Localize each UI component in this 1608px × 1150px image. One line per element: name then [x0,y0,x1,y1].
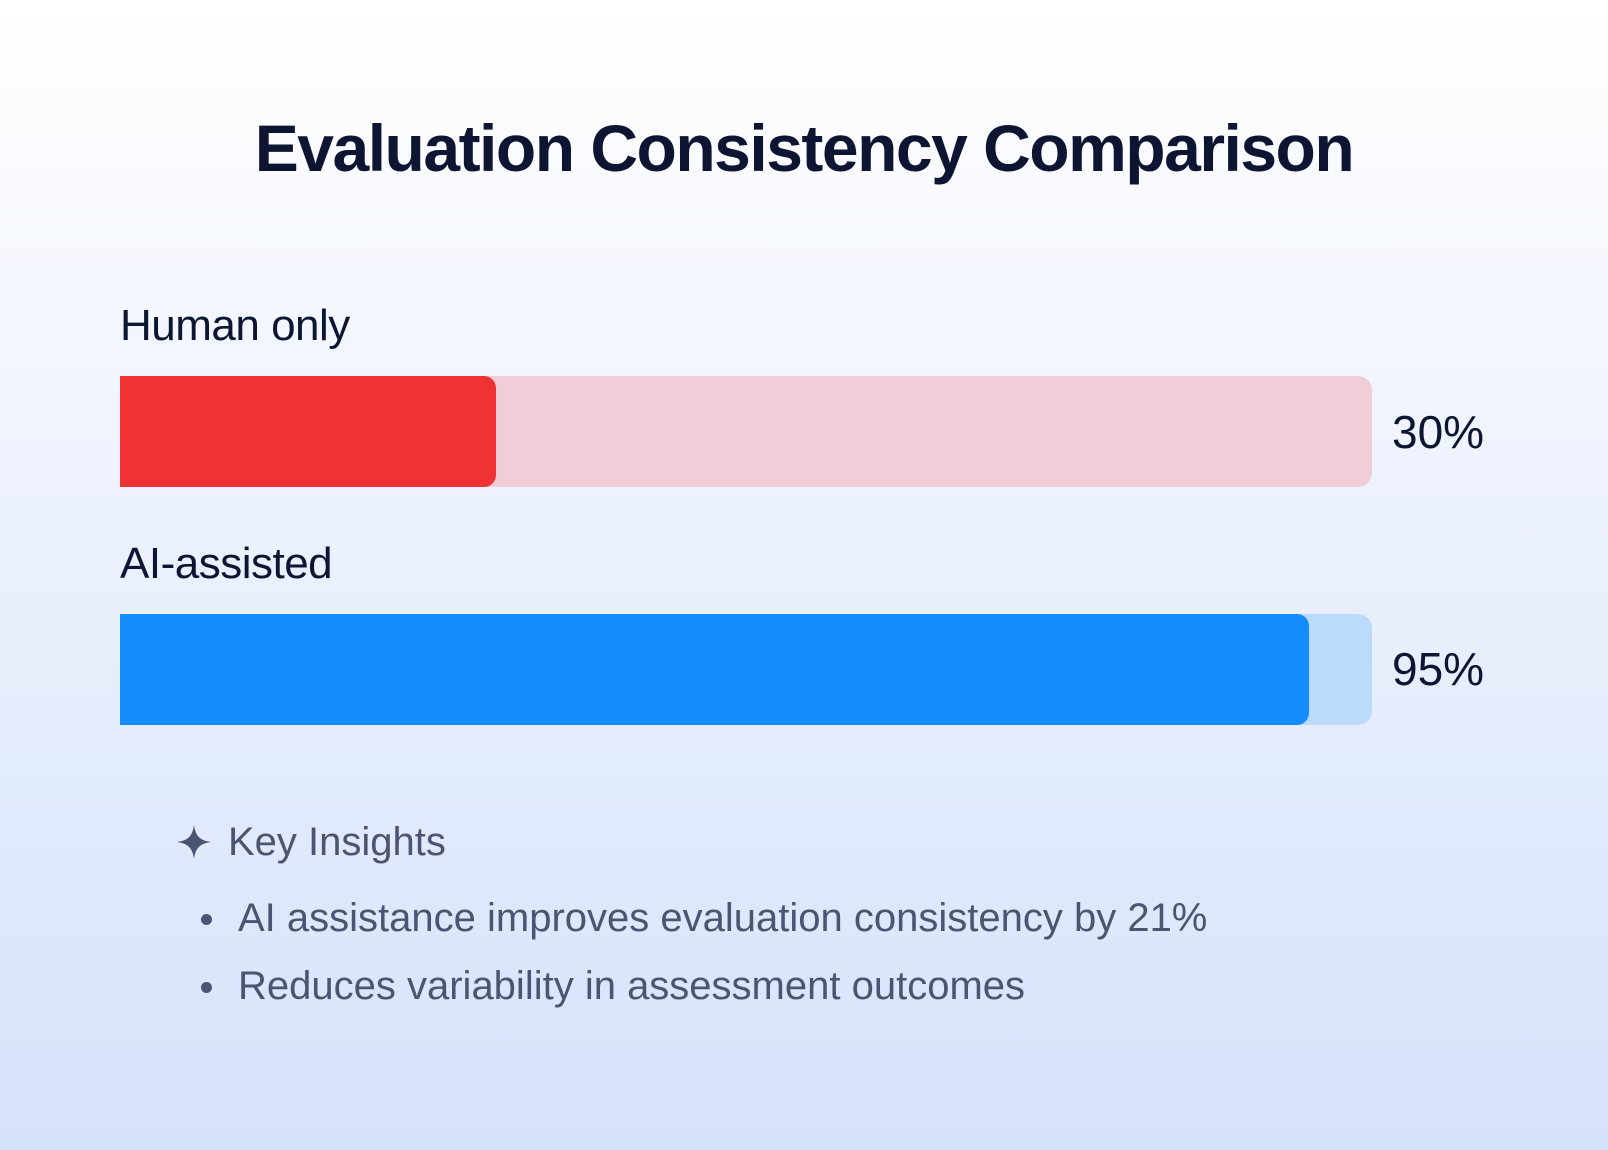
chart-title: Evaluation Consistency Comparison [254,111,1355,185]
insight-text: AI assistance improves evaluation consis… [238,896,1208,940]
list-item: AI assistance improves evaluation consis… [196,893,1207,961]
list-item: Reduces variability in assessment outcom… [196,961,1207,1029]
value-label-human-only: 30% [1392,406,1485,458]
key-insights-title: Key Insights [228,820,446,864]
sparkle-icon [176,824,228,860]
insight-text: Reduces variability in assessment outcom… [238,964,1026,1008]
bullet-icon [201,982,212,993]
insights-list: AI assistance improves evaluation consis… [196,893,1207,1029]
key-insights-header: Key Insights [176,816,446,868]
bar-track-ai-assisted [120,614,1372,725]
bar-track-human-only [120,376,1372,487]
bar-human-only [120,376,496,487]
bar-ai-assisted [120,614,1310,725]
bullet-icon [201,914,212,925]
bar-label-human-only: Human only [120,301,350,350]
value-label-ai-assisted: 95% [1392,643,1485,695]
bar-label-ai-assisted: AI-assisted [120,539,333,588]
